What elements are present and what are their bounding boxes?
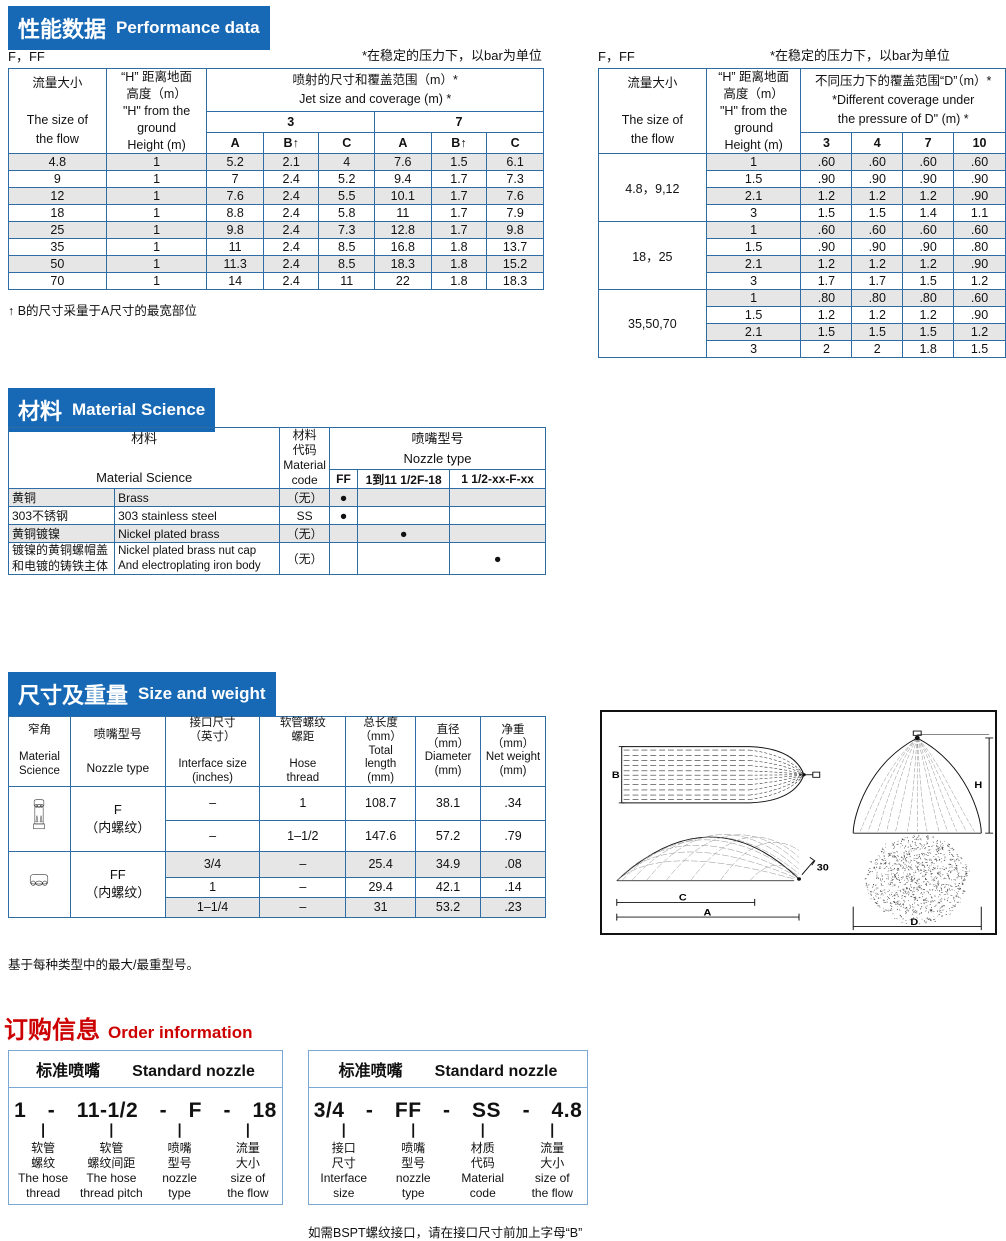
svg-text:H: H bbox=[974, 781, 982, 791]
svg-text:30: 30 bbox=[817, 863, 829, 873]
svg-text:C: C bbox=[679, 893, 687, 903]
svg-text:B: B bbox=[612, 770, 620, 780]
svg-text:A: A bbox=[703, 908, 711, 918]
svg-text:D: D bbox=[910, 917, 918, 927]
